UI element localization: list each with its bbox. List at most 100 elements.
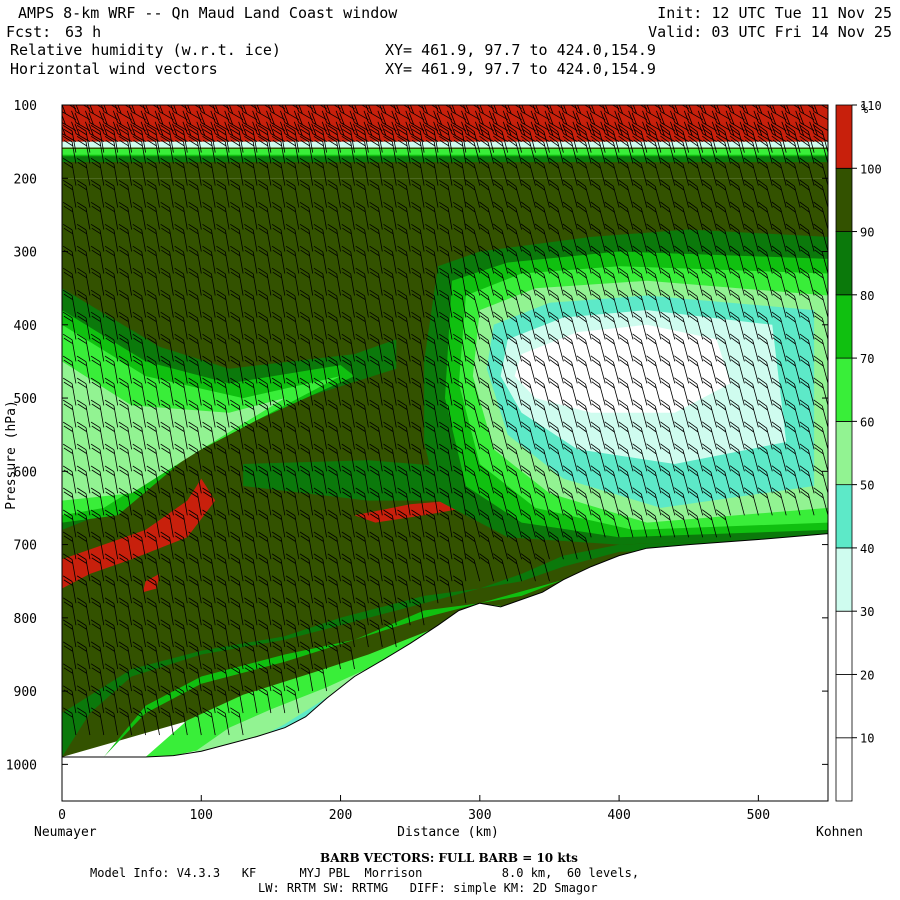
wind-barb-206 (132, 333, 146, 362)
wind-barb-863 (438, 223, 453, 252)
wind-barb-190 (118, 685, 132, 714)
wind-barb-498 (257, 443, 272, 472)
wind-barb-1192 (618, 421, 634, 450)
wind-barb-1193 (618, 443, 634, 472)
wind-barb-263 (160, 179, 174, 208)
wind-barb-692 (349, 110, 369, 131)
wind-barb-838 (425, 245, 439, 274)
wind-barb-1188 (618, 333, 634, 362)
wind-barb-341 (188, 487, 202, 516)
wind-barb-799 (397, 575, 411, 604)
wind-barb-989 (506, 201, 522, 230)
wind-barb-923 (465, 399, 481, 428)
wind-barb-580 (299, 201, 314, 230)
wind-barb-932 (476, 105, 494, 121)
wind-barb-366 (202, 333, 216, 362)
wind-barb-950 (479, 443, 495, 472)
wind-barb-1002 (506, 487, 522, 516)
wind-barb-560 (285, 443, 300, 472)
wind-barb-922 (465, 377, 481, 406)
wind-barb-822 (411, 487, 425, 516)
wind-barb-976 (493, 465, 509, 494)
wind-barb-1344 (715, 223, 731, 252)
wind-barb-112 (90, 377, 105, 406)
wind-barb-158 (104, 685, 119, 714)
wind-barb-1316 (701, 124, 717, 153)
wind-barb-1372 (729, 333, 745, 362)
wind-barb-1378 (729, 465, 745, 494)
wind-barb-820 (411, 443, 425, 472)
wind-barb-1021 (520, 355, 536, 384)
wind-barb-327 (188, 179, 202, 208)
wind-barb-280 (160, 553, 174, 582)
wind-barb-31 (62, 732, 63, 736)
wind-barb-868 (438, 333, 453, 362)
wind-barb-596 (299, 553, 314, 582)
wind-barb-121 (90, 575, 105, 604)
wind-barb-94 (76, 685, 91, 714)
wind-barb-197 (132, 135, 146, 164)
wind-barb-706 (355, 377, 369, 406)
wind-barb-1342 (715, 179, 731, 208)
wind-barb-1324 (701, 289, 717, 318)
wind-barb-569 (285, 641, 300, 670)
wind-barb-1309 (688, 465, 704, 494)
wind-barb-334 (188, 333, 202, 362)
wind-barb-1162 (604, 267, 620, 296)
wind-barb-1350 (715, 355, 731, 384)
wind-barb-156 (104, 641, 119, 670)
wind-barb-1185 (618, 267, 634, 296)
wind-barb-1434 (771, 245, 787, 274)
wind-barb-141 (104, 311, 119, 340)
wind-barb-921 (465, 355, 481, 384)
wind-barb-255 (146, 707, 160, 736)
wind-barb-1039 (534, 201, 550, 230)
wind-barb-1253 (660, 245, 676, 274)
wind-barb-273 (160, 399, 174, 428)
wind-barb-404 (216, 465, 230, 494)
wind-barb-1291 (683, 110, 703, 131)
wind-barb-972 (493, 377, 509, 406)
wind-barb-1214 (632, 399, 648, 428)
wind-barb-1323 (701, 267, 717, 296)
colorbar-swatch-100 (835, 167, 853, 233)
wind-barb-346 (188, 597, 202, 626)
wind-barb-350 (188, 685, 202, 714)
wind-barb-702 (355, 289, 369, 318)
wind-barb-444 (230, 641, 244, 670)
wind-barb-876 (438, 509, 453, 538)
wind-barb-796 (397, 509, 411, 538)
wind-barb-881 (449, 105, 467, 121)
wind-barb-867 (438, 311, 453, 340)
wind-barb-1336 (713, 105, 731, 121)
wind-barb-218 (132, 597, 146, 626)
wind-barb-1262 (660, 443, 676, 472)
wind-barb-611 (313, 223, 327, 252)
wind-barb-1133 (590, 135, 606, 164)
wind-barb-411 (216, 619, 230, 648)
wind-barb-543 (280, 110, 299, 131)
wind-barb-1112 (576, 201, 592, 230)
wind-barb-1391 (743, 267, 759, 296)
wind-barb-470 (244, 509, 258, 538)
wind-barb-891 (452, 267, 467, 296)
wind-barb-151 (104, 531, 119, 560)
wind-barb-700 (355, 245, 369, 274)
wind-barb-298 (174, 245, 188, 274)
wind-barb-590 (299, 421, 314, 450)
wind-barb-339 (188, 443, 202, 472)
wind-barb-182 (118, 509, 132, 538)
wind-barb-808 (411, 179, 425, 208)
wind-barb-1314 (697, 110, 717, 131)
wind-barb-925 (465, 443, 481, 472)
wind-barb-748 (377, 110, 397, 131)
wind-barb-1390 (743, 245, 759, 274)
colorbar-label: 100 (860, 162, 882, 176)
wind-barb-757 (383, 267, 397, 296)
wind-barb-475 (244, 619, 258, 648)
wind-barb-251 (146, 619, 160, 648)
wind-barb-962 (493, 157, 509, 186)
wind-barb-568 (285, 619, 300, 648)
wind-barb-981 (514, 105, 522, 110)
wind-barb-492 (257, 311, 272, 340)
